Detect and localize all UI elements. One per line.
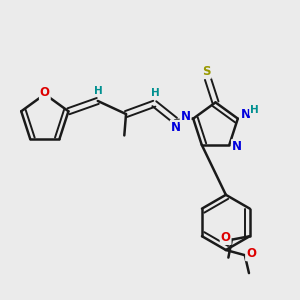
Text: H: H (151, 88, 159, 98)
Text: H: H (250, 105, 259, 115)
Text: N: N (171, 121, 181, 134)
Text: H: H (94, 85, 103, 96)
Text: N: N (181, 110, 190, 123)
Text: S: S (202, 65, 211, 78)
Text: O: O (40, 86, 50, 99)
Text: N: N (232, 140, 242, 153)
Text: N: N (240, 108, 250, 121)
Text: O: O (246, 247, 256, 260)
Text: O: O (220, 231, 231, 244)
